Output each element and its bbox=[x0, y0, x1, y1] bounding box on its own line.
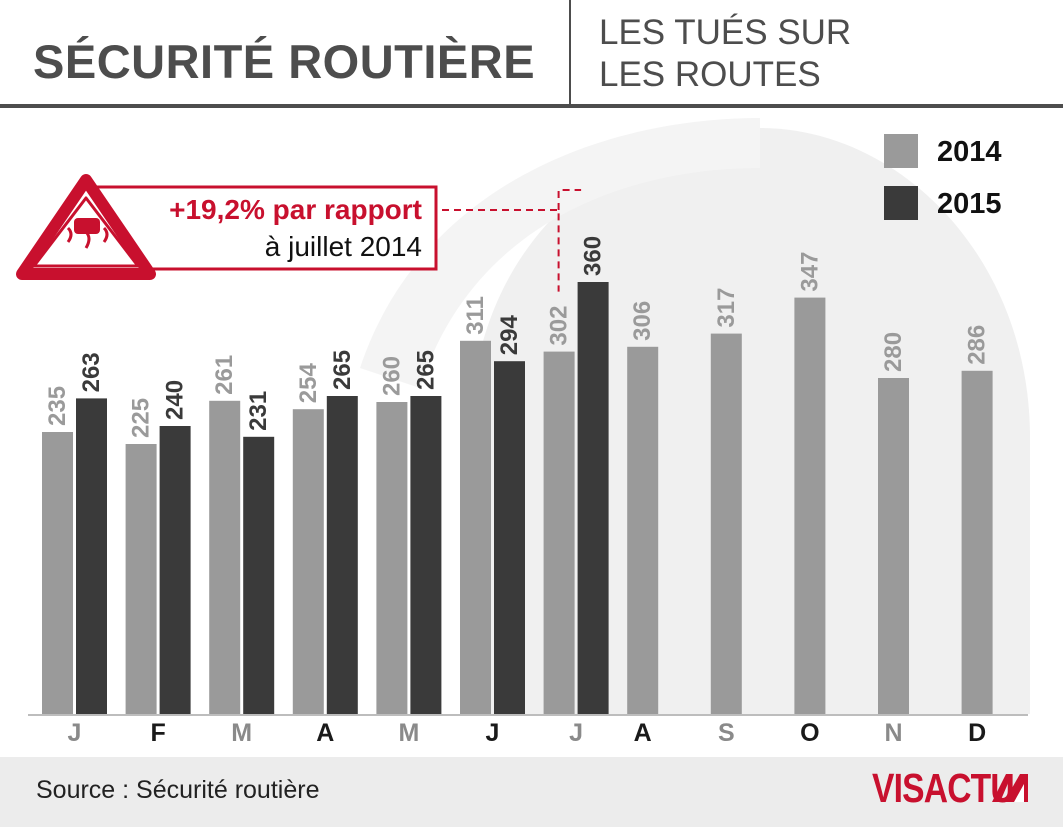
visactu-logo: VISACTU bbox=[872, 765, 1015, 811]
value-label-2014-1: 225 bbox=[128, 398, 155, 438]
value-label-2014-6: 302 bbox=[546, 306, 573, 346]
value-label-2014-0: 235 bbox=[44, 386, 71, 426]
value-label-2014-2: 261 bbox=[211, 355, 238, 395]
value-label-2015-3: 265 bbox=[329, 350, 356, 390]
source-note: Source : Sécurité routière bbox=[36, 776, 320, 804]
annotation-connector-2015 bbox=[557, 189, 582, 210]
footer bbox=[0, 757, 1063, 827]
value-label-2015-0: 263 bbox=[78, 352, 105, 392]
value-label-2014-10: 280 bbox=[880, 332, 907, 372]
x-tick-label-5: J bbox=[486, 719, 500, 747]
value-labels: 235 263 225 240 261 231 254 265 260 265 311 294 302 3… bbox=[44, 236, 991, 438]
bar-2015-1 bbox=[159, 426, 191, 714]
bar-2014-10 bbox=[878, 378, 909, 714]
bar-2014-7 bbox=[627, 346, 659, 714]
slippery-road-warning-icon bbox=[16, 174, 156, 280]
bar-chart: 235 263 225 240 261 231 254 265 260 265 311 294 302 3… bbox=[16, 118, 1030, 747]
value-label-2014-7: 306 bbox=[629, 301, 656, 341]
subtitle-line-2: LES ROUTES bbox=[599, 55, 821, 94]
annotation-line-2: à juillet 2014 bbox=[265, 231, 422, 262]
legend-label-2014: 2014 bbox=[937, 136, 1002, 168]
annotation-line-1: +19,2% par rapport bbox=[169, 194, 422, 225]
bar-2015-5 bbox=[494, 361, 525, 714]
annotation-box bbox=[93, 185, 438, 271]
legend-swatch-2015 bbox=[884, 186, 918, 220]
legend-label-2015: 2015 bbox=[937, 188, 1002, 220]
bar-2014-3 bbox=[292, 409, 324, 714]
bar-2015-3 bbox=[326, 396, 358, 714]
value-label-2015-4: 265 bbox=[412, 350, 439, 390]
road-curve-shape bbox=[360, 118, 760, 388]
bar-2015-0 bbox=[76, 398, 107, 714]
bar-2014-9 bbox=[794, 297, 826, 714]
header-rule bbox=[0, 104, 1063, 108]
x-tick-label-2: M bbox=[231, 719, 252, 747]
x-tick-label-3: A bbox=[316, 719, 334, 747]
value-label-2015-1: 240 bbox=[162, 380, 189, 420]
subtitle-line-1: LES TUÉS SUR bbox=[599, 13, 852, 52]
bar-2014-8 bbox=[710, 333, 742, 714]
value-label-2014-9: 347 bbox=[796, 252, 823, 292]
x-tick-label-7: A bbox=[634, 719, 652, 747]
header: SÉCURITÉ ROUTIÈRE LES TUÉS SUR LES ROUTE… bbox=[0, 0, 1063, 108]
legend-swatch-2014 bbox=[884, 134, 918, 168]
x-tick-label-0: J bbox=[68, 719, 82, 747]
value-label-2015-2: 231 bbox=[245, 391, 272, 431]
value-label-2014-8: 317 bbox=[713, 288, 740, 328]
annotation: +19,2% par rapport à juillet 2014 bbox=[16, 174, 582, 292]
page-title: SÉCURITÉ ROUTIÈRE bbox=[33, 35, 536, 88]
bar-2014-2 bbox=[209, 400, 241, 714]
bars-group bbox=[42, 282, 993, 714]
legend: 2014 2015 bbox=[884, 134, 1002, 220]
bar-2015-2 bbox=[243, 436, 275, 714]
bar-2014-4 bbox=[376, 402, 408, 714]
value-label-2014-4: 260 bbox=[378, 356, 405, 396]
bar-2014-1 bbox=[125, 444, 157, 714]
x-tick-label-11: D bbox=[968, 719, 986, 747]
bar-2014-11 bbox=[961, 370, 993, 714]
visactu-mark-icon bbox=[992, 774, 1028, 802]
x-tick-label-10: N bbox=[884, 719, 902, 747]
header-separator bbox=[569, 0, 571, 104]
value-label-2014-5: 311 bbox=[462, 296, 489, 335]
page-subtitle: LES TUÉS SUR LES ROUTES bbox=[599, 12, 851, 96]
x-tick-label-8: S bbox=[718, 719, 735, 747]
value-label-2014-11: 286 bbox=[964, 325, 991, 365]
value-label-2015-5: 294 bbox=[496, 315, 523, 356]
bar-2014-0 bbox=[42, 432, 73, 714]
bar-2014-6 bbox=[543, 351, 575, 714]
x-tick-label-1: F bbox=[150, 719, 165, 747]
annotation-connector-2014 bbox=[430, 209, 560, 292]
x-tick-label-4: M bbox=[398, 719, 419, 747]
bar-2014-5 bbox=[460, 340, 491, 714]
bar-2015-6 bbox=[577, 282, 609, 714]
value-label-2014-3: 254 bbox=[295, 363, 322, 404]
x-tick-label-9: O bbox=[800, 719, 819, 747]
value-label-2015-6: 360 bbox=[580, 236, 607, 276]
bar-2015-4 bbox=[410, 396, 442, 714]
x-tick-label-6: J bbox=[569, 719, 583, 747]
